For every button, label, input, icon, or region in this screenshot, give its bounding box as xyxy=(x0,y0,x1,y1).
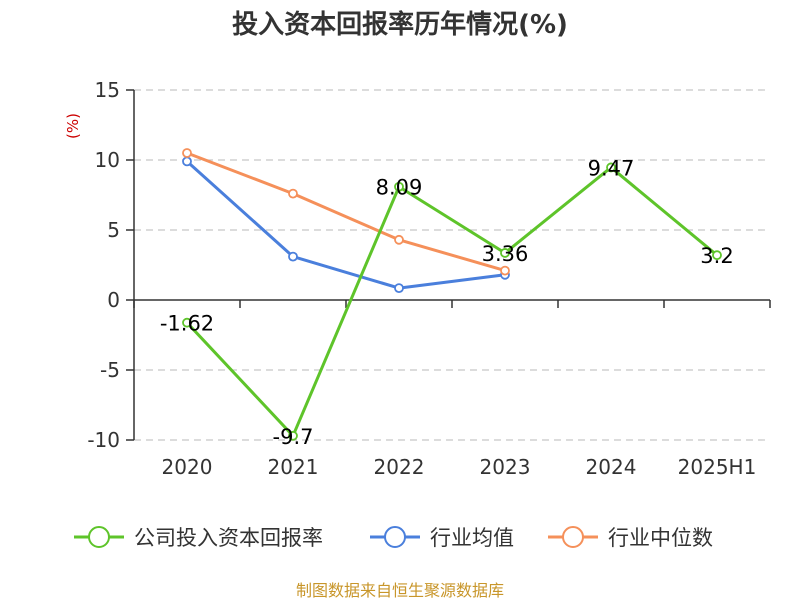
legend-marker xyxy=(88,526,110,548)
source-note: 制图数据来自恒生聚源数据库 xyxy=(296,581,504,600)
data-point[interactable] xyxy=(182,156,192,167)
y-tick-label: 15 xyxy=(95,78,120,102)
legend[interactable]: 公司投入资本回报率 行业均值 行业中位数 xyxy=(74,526,713,550)
series-line xyxy=(185,160,506,290)
legend-label: 行业中位数 xyxy=(608,526,713,550)
data-label: 9.47 xyxy=(588,156,635,180)
data-point[interactable] xyxy=(712,250,722,261)
data-point[interactable] xyxy=(288,251,298,262)
legend-item-0[interactable]: 公司投入资本回报率 xyxy=(74,526,323,550)
data-point[interactable] xyxy=(394,234,404,245)
series-line xyxy=(185,165,718,438)
data-point[interactable] xyxy=(288,188,298,199)
data-label: 3.36 xyxy=(482,242,529,266)
data-label: -1.62 xyxy=(160,312,214,336)
data-point[interactable] xyxy=(394,181,404,192)
data-point[interactable] xyxy=(500,248,510,258)
legend-marker xyxy=(384,526,406,548)
legend-label: 行业均值 xyxy=(430,526,514,550)
axes: 15 10 5 0 -5 -10 2020 2021 2022 2023 2024 2025H1 xyxy=(87,78,771,479)
data-label: 3.2 xyxy=(700,244,733,268)
legend-label: 公司投入资本回报率 xyxy=(134,526,323,550)
data-labels: -1.62 -9.7 8.09 3.36 9.47 3.2 xyxy=(160,156,734,448)
data-point[interactable] xyxy=(182,317,192,328)
x-tick-label: 2020 xyxy=(162,455,213,479)
series-2 xyxy=(182,148,510,276)
x-tick-label: 2023 xyxy=(480,455,531,479)
x-tick-label: 2021 xyxy=(268,455,319,479)
data-point[interactable] xyxy=(288,430,298,441)
y-axis-label: (%) xyxy=(64,113,82,139)
y-tick-label: 0 xyxy=(107,288,120,312)
data-point[interactable] xyxy=(500,265,510,276)
grid-lines xyxy=(134,89,770,441)
y-tick-label: -5 xyxy=(100,358,120,382)
series-lines xyxy=(182,148,722,441)
chart-title: 投入资本回报率历年情况(%) xyxy=(232,9,568,40)
y-tick-label: -10 xyxy=(87,428,120,452)
x-tick-label: 2022 xyxy=(374,455,425,479)
data-point[interactable] xyxy=(606,162,616,173)
data-label: 8.09 xyxy=(376,176,423,200)
legend-marker xyxy=(562,526,584,548)
x-tick-label: 2024 xyxy=(586,455,637,479)
series-line xyxy=(186,151,506,273)
legend-item-2[interactable]: 行业中位数 xyxy=(548,526,713,550)
data-point[interactable] xyxy=(394,283,404,294)
data-label: -9.7 xyxy=(273,425,314,449)
series-0 xyxy=(182,162,722,441)
legend-item-1[interactable]: 行业均值 xyxy=(370,526,514,550)
y-tick-label: 5 xyxy=(107,218,120,242)
x-tick-label: 2025H1 xyxy=(678,455,757,479)
data-point[interactable] xyxy=(182,148,192,158)
y-tick-label: 10 xyxy=(95,148,120,172)
